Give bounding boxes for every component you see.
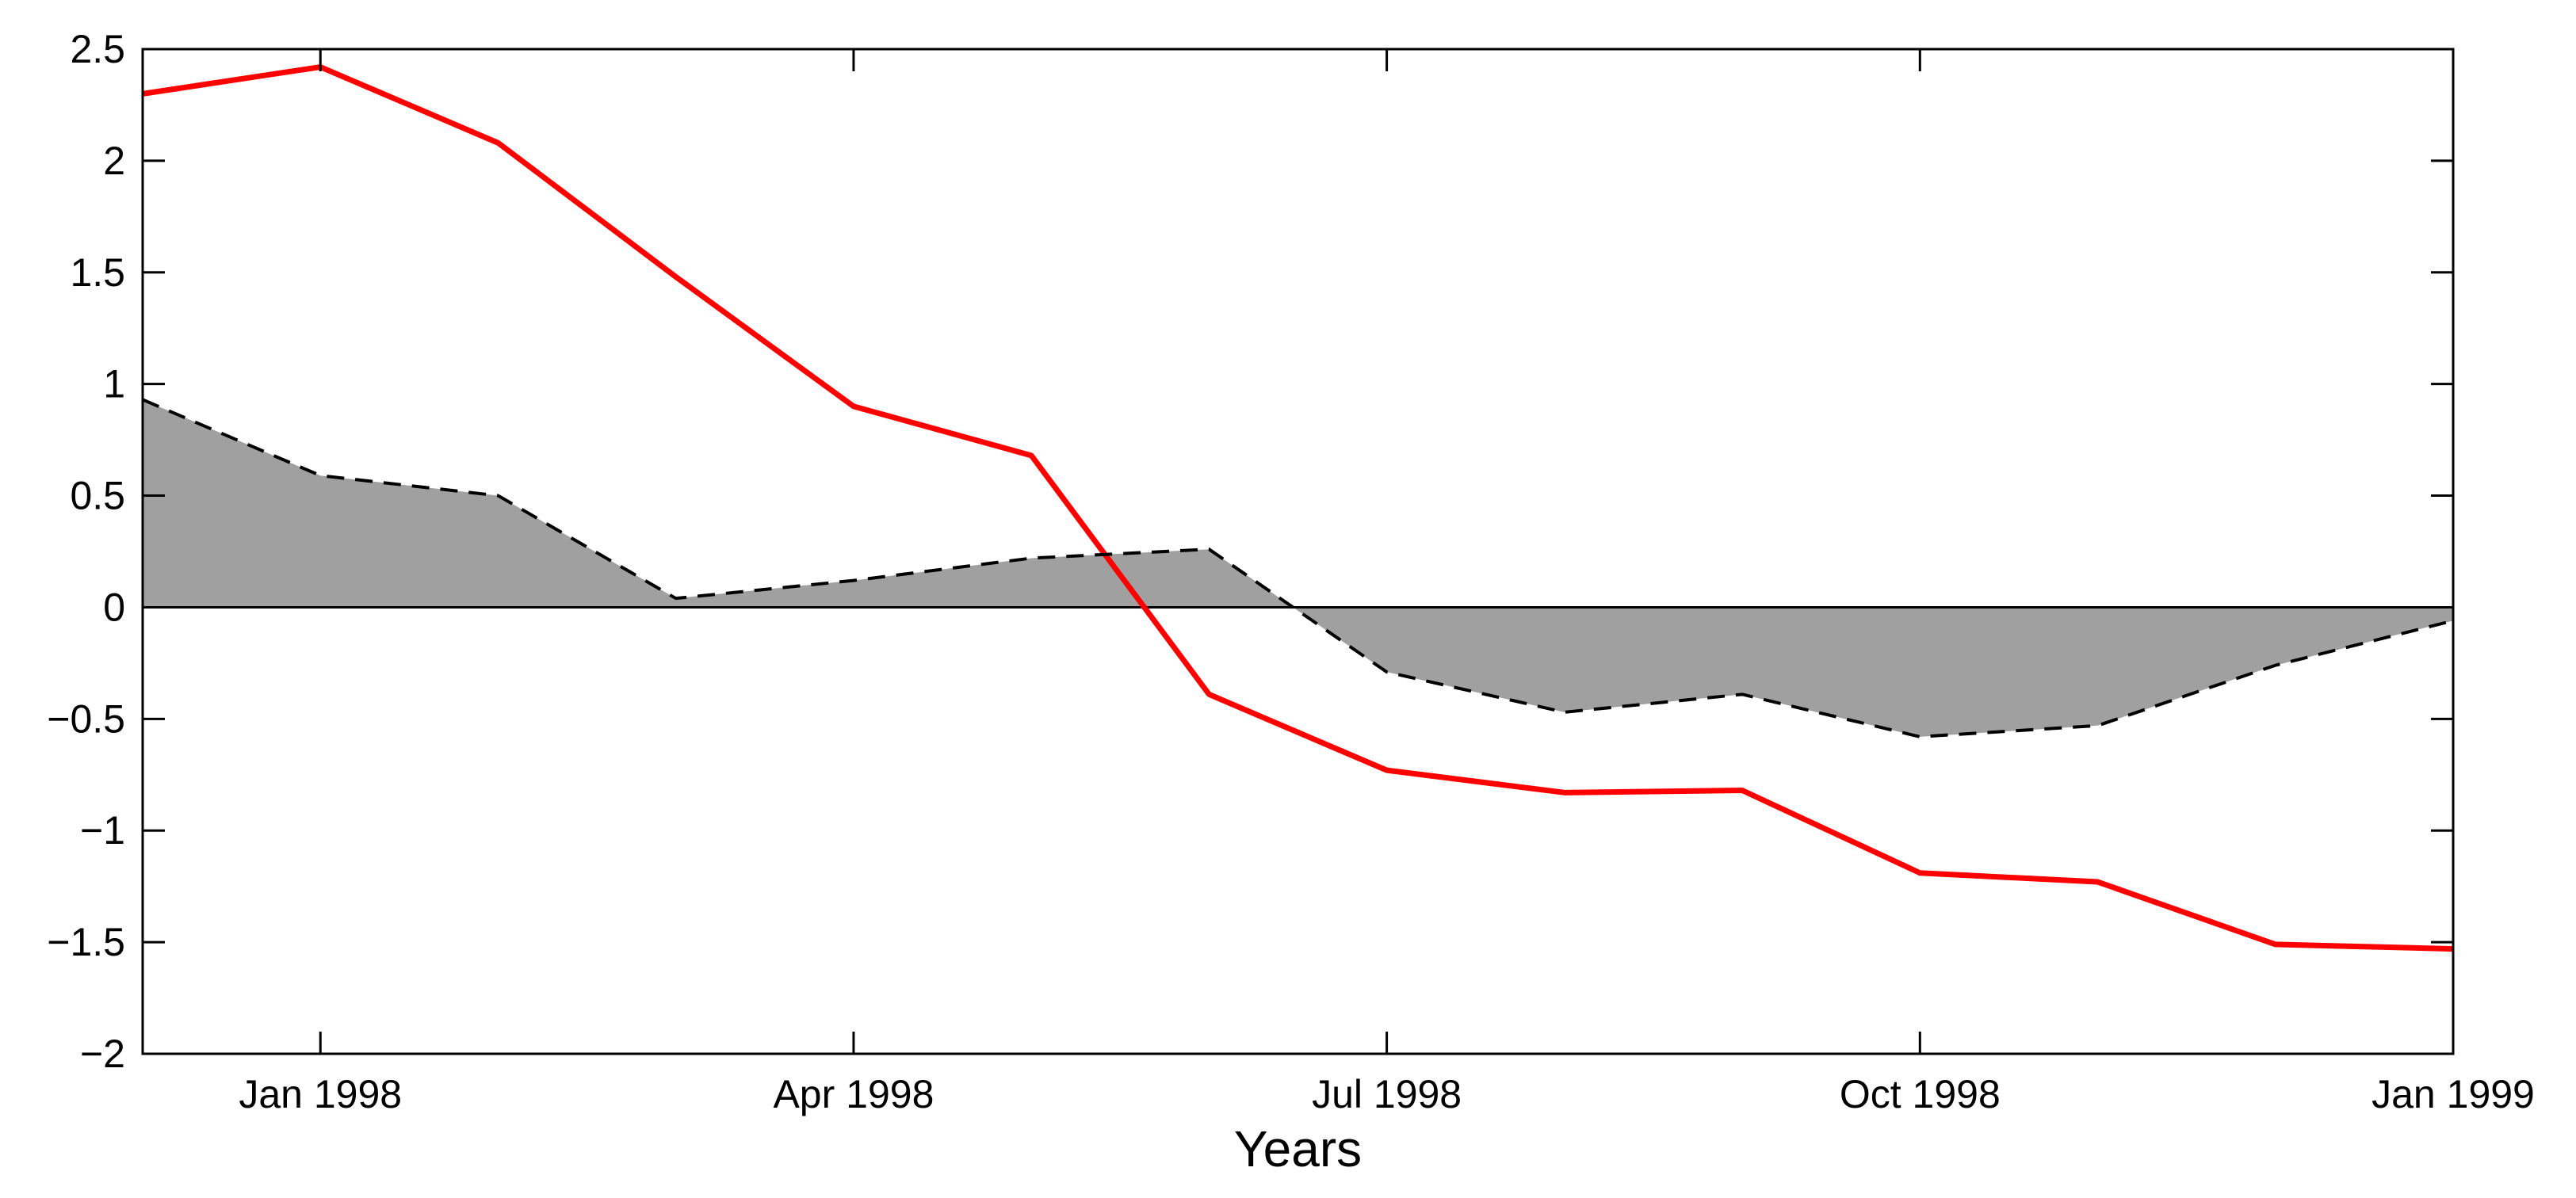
x-axis-title: Years bbox=[1234, 1120, 1362, 1177]
red-line-point-9 bbox=[1741, 789, 1744, 792]
shaded-dashed-point-9 bbox=[1741, 692, 1744, 696]
y-tick-label: 1.5 bbox=[70, 250, 125, 295]
x-tick-label: Jan 1998 bbox=[239, 1072, 402, 1116]
red-line-point-3 bbox=[675, 275, 678, 278]
red-line-point-12 bbox=[2274, 943, 2277, 946]
y-tick-label: 2.5 bbox=[70, 27, 125, 71]
shaded-dashed-point-3 bbox=[675, 597, 678, 600]
shaded-dashed-point-5 bbox=[1030, 556, 1033, 559]
y-tick-label: 0 bbox=[103, 585, 125, 629]
shaded-dashed-point-11 bbox=[2096, 724, 2100, 727]
red-line-point-11 bbox=[2096, 880, 2100, 883]
shaded-dashed-point-7 bbox=[1385, 670, 1389, 673]
x-tick-label: Jan 1999 bbox=[2372, 1072, 2535, 1116]
plot-frame bbox=[141, 48, 2455, 1055]
shaded-dashed-point-2 bbox=[496, 494, 499, 498]
shaded-dashed-point-4 bbox=[852, 579, 855, 582]
y-tick-label: −1 bbox=[80, 808, 125, 853]
red-line-point-2 bbox=[496, 141, 499, 144]
red-line-point-10 bbox=[1918, 872, 1921, 875]
shaded-dashed-point-6 bbox=[1207, 547, 1210, 551]
red-line-point-4 bbox=[852, 405, 855, 408]
shaded-dashed-point-12 bbox=[2274, 664, 2277, 667]
shaded-dashed-area bbox=[143, 399, 2453, 737]
red-line-point-6 bbox=[1207, 692, 1210, 696]
y-tick-label: 2 bbox=[103, 139, 125, 183]
y-tick-label: −1.5 bbox=[47, 920, 125, 964]
x-tick-label: Oct 1998 bbox=[1840, 1072, 2001, 1116]
x-tick-label: Apr 1998 bbox=[773, 1072, 934, 1116]
shaded-dashed-point-8 bbox=[1563, 711, 1566, 714]
shaded-dashed-series bbox=[142, 398, 2454, 738]
y-tick-label: 1 bbox=[103, 362, 125, 406]
x-tick-label: Jul 1998 bbox=[1312, 1072, 1462, 1116]
y-tick-label: 0.5 bbox=[70, 474, 125, 518]
shaded-dashed-point-10 bbox=[1918, 735, 1921, 738]
shaded-dashed-point-1 bbox=[319, 474, 322, 477]
red-line-point-8 bbox=[1563, 791, 1566, 794]
red-line-point-7 bbox=[1385, 769, 1389, 772]
y-tick-label: −2 bbox=[80, 1032, 125, 1076]
y-tick-label: −0.5 bbox=[47, 696, 125, 741]
red-line-point-5 bbox=[1030, 454, 1033, 457]
red-line-series bbox=[142, 64, 2454, 952]
